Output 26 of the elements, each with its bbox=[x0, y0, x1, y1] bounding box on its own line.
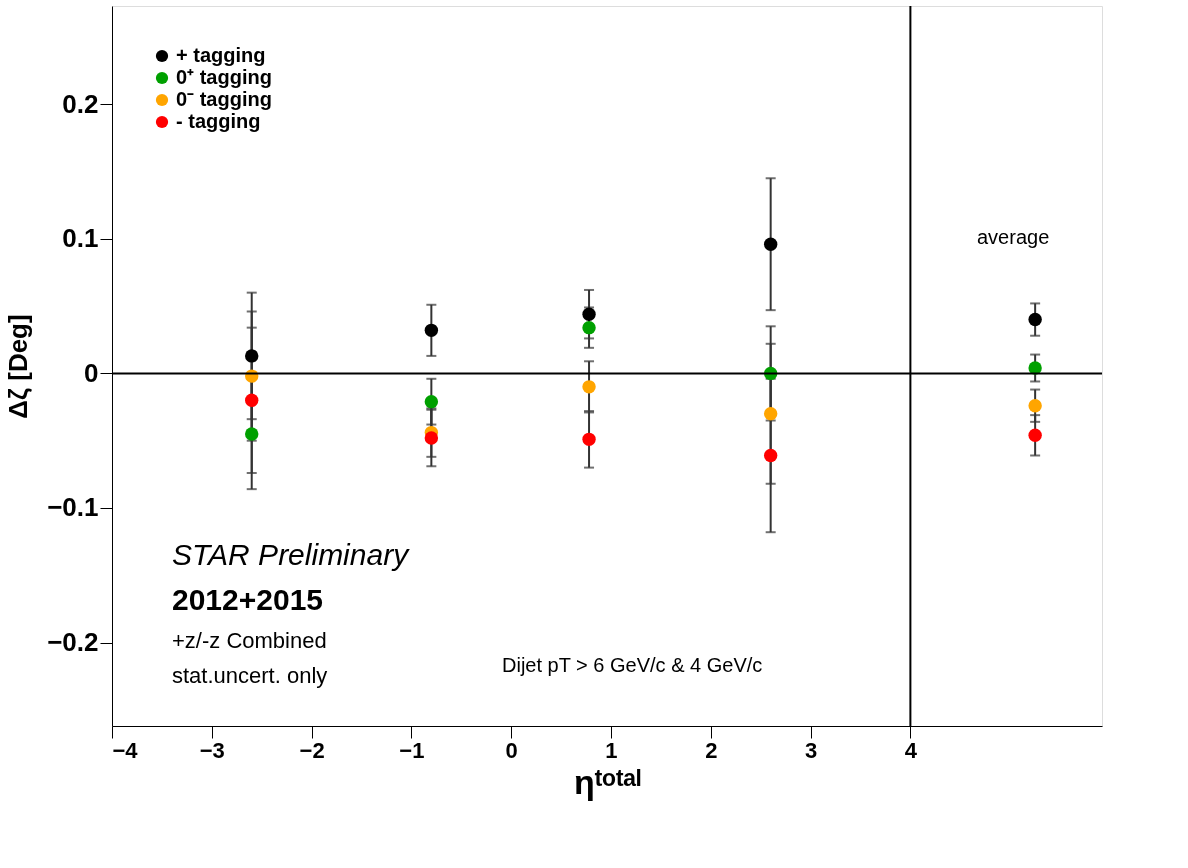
annotation: +z/-z Combined bbox=[172, 628, 327, 653]
x-axis-title: ηᵗᵒᵗᵃˡ bbox=[573, 762, 642, 801]
annotation: average bbox=[977, 226, 1050, 248]
legend-label: + tagging bbox=[176, 44, 266, 66]
y-tick-label: −0.1 bbox=[47, 492, 99, 523]
x-tick-label: −1 bbox=[399, 737, 425, 763]
x-tick-label: −2 bbox=[299, 737, 325, 763]
y-tick-label: 0.1 bbox=[62, 223, 99, 254]
legend-label: 0⁺ tagging bbox=[176, 66, 272, 88]
legend-label: - tagging bbox=[176, 110, 261, 132]
annotation: stat.uncert. only bbox=[172, 663, 328, 688]
y-tick-label: −0.2 bbox=[47, 627, 99, 658]
legend-label: 0⁻ tagging bbox=[176, 88, 272, 110]
y-axis-title: Δζ [Deg] bbox=[3, 314, 34, 419]
x-tick-label: 4 bbox=[904, 737, 918, 763]
y-tick-label: 0 bbox=[84, 357, 99, 388]
x-tick-label: 2 bbox=[705, 737, 718, 763]
annotation: Dijet pT > 6 GeV/c & 4 GeV/c bbox=[502, 654, 763, 676]
annotation: STAR Preliminary bbox=[172, 538, 411, 571]
y-tick-label: 0.2 bbox=[62, 88, 99, 119]
annotation: 2012+2015 bbox=[172, 583, 323, 616]
x-tick-label: 0 bbox=[505, 737, 518, 763]
x-tick-label: 1 bbox=[605, 737, 618, 763]
x-tick-label: 3 bbox=[804, 737, 818, 763]
x-tick-label: −3 bbox=[199, 737, 225, 763]
x-tick-label: −4 bbox=[112, 737, 139, 763]
